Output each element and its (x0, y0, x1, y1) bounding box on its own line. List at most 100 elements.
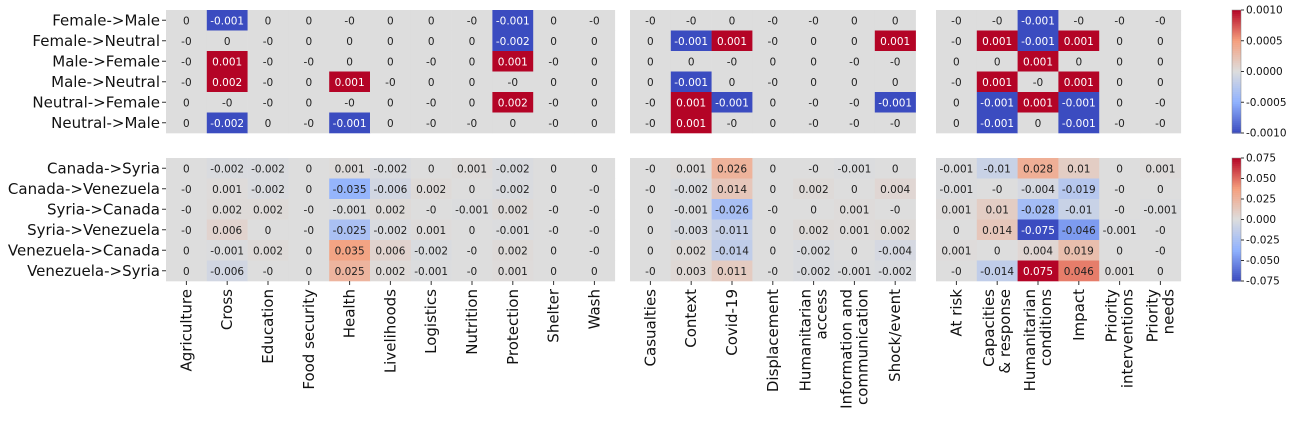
cell-value-label: -0 (1114, 204, 1124, 216)
heatmap-cell (874, 30, 916, 52)
cell-value-label: 0 (550, 77, 557, 89)
cell-value-label: -0.001 (837, 266, 871, 278)
heatmap-cell (370, 71, 412, 93)
colorbar-segment (1232, 192, 1241, 196)
heatmap-cell (874, 240, 916, 261)
cell-value-label: -0.001 (715, 97, 749, 109)
heatmap-cell (533, 158, 575, 179)
colorbar-tick-label: -0.075 (1246, 276, 1280, 288)
heatmap-cell (1099, 178, 1141, 200)
cell-value-label: -0 (548, 204, 558, 216)
cell-value-label: 0.001 (335, 163, 365, 175)
heatmap-cell (1017, 112, 1059, 134)
cell-value-label: 0 (428, 77, 435, 89)
colorbar-segment (1232, 178, 1241, 182)
colorbar-segment (1232, 10, 1241, 13)
heatmap-cell (370, 112, 412, 134)
cell-value-label: -0.001 (837, 163, 871, 175)
heatmap-cell (247, 30, 289, 52)
heatmap-cell (793, 158, 835, 179)
colorbar-segment (1232, 276, 1241, 280)
cell-value-label: 0 (1157, 36, 1164, 48)
column-label: Capacities& response (980, 289, 1014, 374)
heatmap-cell (976, 158, 1018, 179)
heatmap-cell (976, 112, 1018, 134)
heatmap-cell (1099, 30, 1141, 52)
cell-value-label: 0 (305, 266, 312, 278)
heatmap-cell (874, 199, 916, 220)
heatmap-cell (451, 178, 493, 200)
column-label: Education (259, 289, 277, 364)
colorbar-segment (1232, 209, 1241, 212)
cell-value-label: 0.001 (1023, 56, 1053, 68)
cell-value-label: -0.001 (980, 118, 1014, 130)
cell-value-label: 0.001 (982, 36, 1012, 48)
colorbar-segment (1232, 20, 1241, 23)
cell-value-label: 0 (469, 97, 476, 109)
cell-value-label: 0 (1157, 266, 1164, 278)
heatmap-cell (976, 92, 1018, 113)
cell-value-label: 0 (769, 163, 776, 175)
cell-value-label: -0.001 (333, 118, 367, 130)
colorbar-segment (1232, 158, 1241, 161)
heatmap-cell (936, 158, 978, 179)
cell-value-label: 0.001 (717, 36, 747, 48)
cell-value-label: -0 (1155, 118, 1165, 130)
column-label: Humanitarianaccess (797, 289, 831, 392)
cell-value-label: -0 (1155, 15, 1165, 27)
colorbar-segment (1232, 85, 1241, 89)
cell-value-label: -0 (548, 118, 558, 130)
cell-value-label: 0 (953, 225, 960, 237)
colorbar-segment (1232, 250, 1241, 253)
heatmap-cell (329, 92, 371, 113)
cell-value-label: -0 (344, 15, 354, 27)
cell-value-label: 0.001 (212, 184, 242, 196)
heatmap-cell (936, 219, 978, 241)
heatmap-cell (976, 51, 1018, 72)
cell-value-label: 0 (550, 266, 557, 278)
heatmap-cell (247, 51, 289, 72)
cell-value-label: -0.002 (373, 163, 407, 175)
cell-value-label: 0 (851, 245, 858, 257)
cell-value-label: 0 (769, 245, 776, 257)
heatmap-cell (752, 71, 794, 93)
cell-value-label: -0 (426, 118, 436, 130)
cell-value-label: -0 (1074, 15, 1084, 27)
cell-value-label: 0.001 (941, 204, 971, 216)
colorbar-segment (1232, 227, 1241, 231)
heatmap-cell (1099, 92, 1141, 113)
heatmap-cell (166, 260, 208, 282)
cell-value-label: 0.001 (498, 266, 528, 278)
heatmap-cell (1017, 240, 1059, 261)
cell-value-label: -0 (645, 266, 655, 278)
colorbar-segment (1232, 124, 1241, 128)
cell-value-label: 0.006 (212, 225, 242, 237)
heatmap-cell (670, 260, 712, 282)
cell-value-label: 0 (1116, 77, 1123, 89)
column-label: Shelter (545, 288, 563, 343)
heatmap-cell (370, 51, 412, 72)
cell-value-label: 0 (550, 163, 557, 175)
cell-value-label: -0 (1114, 118, 1124, 130)
heatmap-cell (206, 178, 248, 200)
cell-value-label: 0 (305, 77, 312, 89)
heatmap-cell (166, 219, 208, 241)
cell-value-label: -0.014 (980, 266, 1014, 278)
cell-value-label: 0 (851, 77, 858, 89)
heatmap-cell (451, 51, 493, 72)
cell-value-label: 0 (591, 56, 598, 68)
heatmap-cell (976, 240, 1018, 261)
heatmap-cell (288, 178, 330, 200)
heatmap-cell (936, 260, 978, 282)
heatmap-cell (630, 30, 672, 52)
heatmap-cell (288, 158, 330, 179)
heatmap-cell (206, 51, 248, 72)
cell-value-label: -0 (645, 184, 655, 196)
row-label: Canada->Syria (47, 159, 160, 177)
column-label: Food security (300, 289, 318, 390)
cell-value-label: -0 (808, 97, 818, 109)
cell-value-label: 0 (1075, 56, 1082, 68)
cell-value-label: -0 (181, 204, 191, 216)
heatmap-cell (574, 199, 616, 220)
cell-value-label: 0 (810, 77, 817, 89)
